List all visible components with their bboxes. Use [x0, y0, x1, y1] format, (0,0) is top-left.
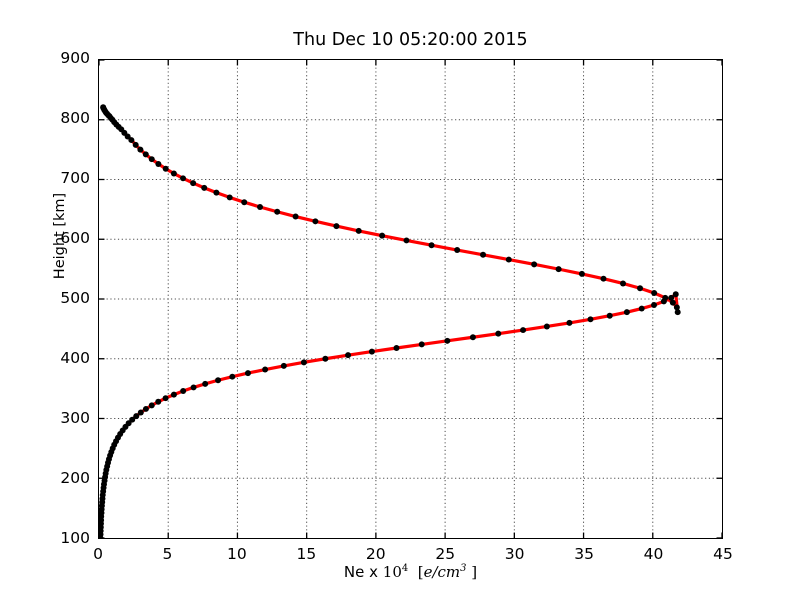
x-tick-label: 25 [435, 545, 456, 563]
x-axis-unit-numerator: e/cm [423, 563, 461, 581]
y-tick-label: 900 [60, 49, 90, 67]
y-tick-label: 600 [60, 229, 90, 247]
y-tick-label: 200 [60, 469, 90, 487]
x-axis-label-base: 10 [382, 563, 402, 581]
grid-layer [99, 60, 722, 538]
x-axis-label-prefix: Ne x [343, 563, 383, 581]
x-tick-label: 10 [227, 545, 247, 563]
x-tick-label: 15 [296, 545, 317, 563]
x-tick-label: 35 [574, 545, 594, 563]
chart-title: Thu Dec 10 05:20:00 2015 [293, 30, 528, 50]
y-tick-label: 800 [60, 109, 90, 127]
data-curve-layer [99, 104, 681, 538]
x-tick-label: 40 [643, 545, 664, 563]
x-tick-label: 0 [93, 545, 103, 563]
x-axis-label-exponent: 4 [401, 563, 409, 574]
x-tick-label: 20 [365, 545, 386, 563]
x-axis-unit-open: [ [417, 563, 424, 581]
x-axis-label: Ne x 104 [e/cm3 ] [98, 563, 723, 581]
x-axis-unit-close: ] [466, 563, 478, 581]
x-axis-unit-exponent: 3 [460, 563, 467, 574]
x-tick-label: 5 [162, 545, 173, 563]
y-tick-label: 300 [60, 409, 90, 427]
x-tick-label: 45 [713, 545, 733, 563]
x-tick-label: 30 [504, 545, 525, 563]
y-tick-label: 500 [60, 289, 90, 307]
y-tick-label: 100 [60, 529, 90, 547]
y-tick-label: 700 [60, 169, 90, 187]
plot-area [98, 59, 723, 539]
y-tick-label: 400 [60, 349, 90, 367]
